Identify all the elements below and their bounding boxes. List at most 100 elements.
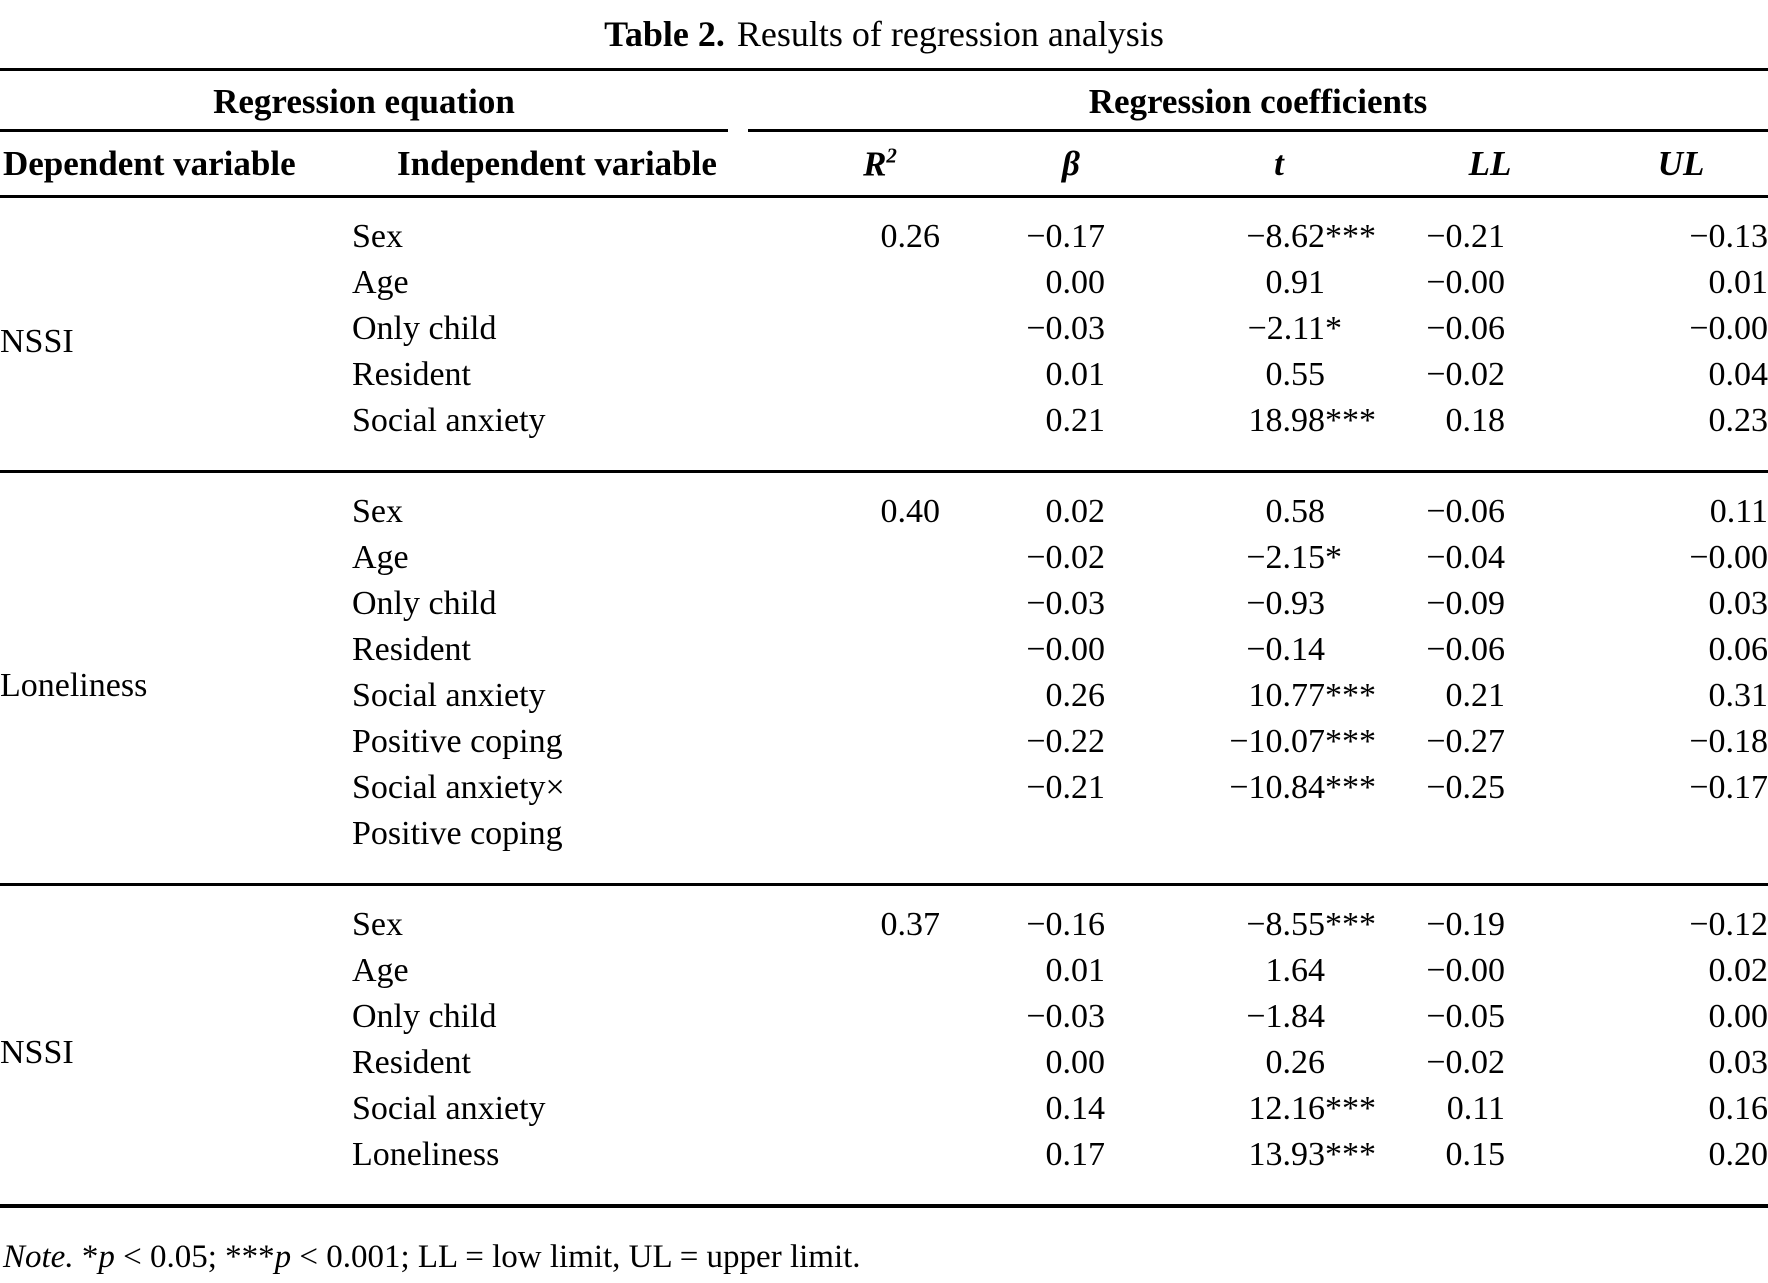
table-top-rule <box>0 68 1768 71</box>
table-row: Age −0.02 −2.15* −0.04 −0.00 <box>0 535 1768 581</box>
cell-beta: −0.17 <box>1026 218 1105 255</box>
column-header-r-squared: R2 <box>820 143 940 184</box>
cell-t: 1.64 <box>1105 948 1377 994</box>
cell-ll: −0.04 <box>1426 539 1505 576</box>
cell-t: −10.07*** <box>1105 719 1377 765</box>
cell-t-value: 10.77 <box>1248 677 1326 714</box>
cell-independent-variable: Age <box>352 952 409 989</box>
cell-ul: 0.23 <box>1708 402 1768 439</box>
cell-independent-variable: Loneliness <box>352 1136 500 1173</box>
cell-ll: 0.18 <box>1445 402 1506 439</box>
cell-r-squared <box>700 765 940 811</box>
cell-significance-stars: *** <box>1325 677 1376 714</box>
table-row: Positive coping <box>0 811 1768 885</box>
column-header-dependent-variable: Dependent variable <box>3 143 296 183</box>
cell-independent-variable: Age <box>352 539 409 576</box>
cell-independent-variable: Social anxiety <box>352 1090 546 1127</box>
cell-significance-stars: *** <box>1325 723 1376 760</box>
cell-independent-variable: Only child <box>352 998 497 1035</box>
cell-ul: 0.03 <box>1708 585 1768 622</box>
cell-independent-variable: Sex <box>352 218 403 255</box>
cell-t-value: 0.55 <box>1265 356 1326 393</box>
cell-ul: −0.18 <box>1689 723 1768 760</box>
cell-ll: −0.00 <box>1426 264 1505 301</box>
cell-significance-stars: *** <box>1325 906 1376 943</box>
cell-ul: −0.00 <box>1689 310 1768 347</box>
cell-beta: −0.00 <box>1026 631 1105 668</box>
table-row: Social anxiety 0.26 10.77*** 0.21 0.31 <box>0 673 1768 719</box>
cell-t-value: −2.11 <box>1247 310 1325 347</box>
column-header-ll: LL <box>1468 143 1512 183</box>
cell-r-squared <box>700 581 940 627</box>
cell-t-value: −2.15 <box>1246 539 1325 576</box>
cell-independent-variable: Resident <box>352 631 471 668</box>
cell-ll: −0.00 <box>1426 952 1505 989</box>
cell-r-squared <box>700 1132 940 1206</box>
cell-ll: −0.19 <box>1377 883 1505 948</box>
cell-ul: −0.13 <box>1689 218 1768 255</box>
cell-r-squared <box>700 673 940 719</box>
cell-ll: −0.09 <box>1426 585 1505 622</box>
spanner-header-row: Regression equation Regression coefficie… <box>0 71 1768 132</box>
cell-ll: 0.21 <box>1445 677 1506 714</box>
cell-ll: 0.11 <box>1446 1090 1505 1127</box>
cell-t-value: −10.84 <box>1229 769 1325 806</box>
cell-ul: −0.00 <box>1689 539 1768 576</box>
cell-beta: −0.02 <box>1026 539 1105 576</box>
cell-t: 0.58 <box>1105 470 1377 535</box>
cell-ul: 0.16 <box>1708 1090 1768 1127</box>
cell-t-value: 12.16 <box>1248 1090 1326 1127</box>
table-title-text: Results of regression analysis <box>736 14 1164 54</box>
table-row: NSSI Sex 0.37 −0.16 −8.55*** −0.19 −0.12 <box>0 883 1768 1206</box>
cell-t: −2.15* <box>1105 535 1377 581</box>
table-row: Age 0.00 0.91 −0.00 0.01 <box>0 260 1768 306</box>
note-p1: p <box>98 1239 115 1275</box>
cell-dependent-variable: NSSI <box>0 883 352 1206</box>
table-row: Positive coping −0.22 −10.07*** −0.27 −0.18 <box>0 719 1768 765</box>
cell-independent-variable: Resident <box>352 1044 471 1081</box>
cell-beta <box>940 811 1105 885</box>
cell-beta: 0.00 <box>1045 264 1106 301</box>
cell-t-value: −0.14 <box>1246 631 1325 668</box>
cell-ul: 0.11 <box>1505 470 1768 535</box>
cell-t-value: −0.93 <box>1246 585 1325 622</box>
table-row: Resident 0.00 0.26 −0.02 0.03 <box>0 1040 1768 1086</box>
cell-t: −0.93 <box>1105 581 1377 627</box>
cell-dependent-variable: NSSI <box>0 323 74 360</box>
table-row: Loneliness Sex 0.40 0.02 0.58 −0.06 0.11 <box>0 470 1768 885</box>
cell-t-value: −1.84 <box>1246 998 1325 1035</box>
cell-t: 0.26 <box>1105 1040 1377 1086</box>
cell-independent-variable: Age <box>352 264 409 301</box>
cell-beta: −0.03 <box>1026 998 1105 1035</box>
cell-significance-stars: *** <box>1325 769 1376 806</box>
cell-independent-variable: Positive coping <box>352 723 563 760</box>
cell-t-value: −10.07 <box>1229 723 1325 760</box>
cell-beta: 0.02 <box>940 470 1105 535</box>
cell-r-squared <box>700 627 940 673</box>
table-row: Resident 0.01 0.55 −0.02 0.04 <box>0 352 1768 398</box>
cell-beta: −0.21 <box>1026 769 1105 806</box>
spanner-rule-coefficients <box>748 129 1768 132</box>
cell-t: 18.98*** <box>1105 398 1377 472</box>
cell-ul <box>1505 811 1768 885</box>
cell-t: 12.16*** <box>1105 1086 1377 1132</box>
note-seg2: < 0.05; *** <box>114 1239 275 1275</box>
cell-ll: −0.21 <box>1426 218 1505 255</box>
column-header-beta: β <box>1062 143 1080 183</box>
cell-ll: −0.06 <box>1377 470 1505 535</box>
cell-beta: 0.01 <box>1045 356 1106 393</box>
table-row: Social anxiety 0.21 18.98*** 0.18 0.23 <box>0 398 1768 472</box>
cell-ll: −0.02 <box>1426 356 1505 393</box>
cell-significance-stars: *** <box>1325 218 1376 255</box>
cell-independent-variable: Social anxiety <box>352 677 546 714</box>
spanner-rule-equation <box>0 129 728 132</box>
cell-r-squared <box>700 948 940 994</box>
spanner-regression-coefficients: Regression coefficients <box>1088 81 1428 121</box>
regression-block: Loneliness Sex 0.40 0.02 0.58 −0.06 0.11 Age −0.… <box>0 470 1768 885</box>
cell-t-value: 1.64 <box>1265 952 1326 989</box>
table-row: Age 0.01 1.64 −0.00 0.02 <box>0 948 1768 994</box>
cell-r-squared <box>700 352 940 398</box>
cell-ll: −0.27 <box>1426 723 1505 760</box>
note-seg1: * <box>73 1239 99 1275</box>
cell-ul: −0.17 <box>1689 769 1768 806</box>
